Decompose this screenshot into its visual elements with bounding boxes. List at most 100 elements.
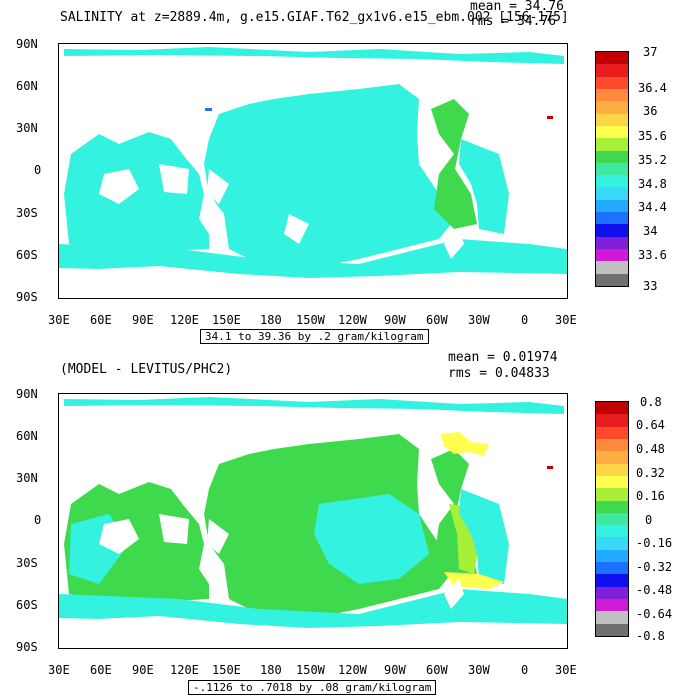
panel1-lon-4: 150E <box>212 313 241 327</box>
panel1-mean: mean = 34.76 <box>470 0 564 14</box>
colorbar-swatch <box>596 236 628 250</box>
panel1-lat-1: 60N <box>16 79 38 93</box>
colorbar-swatch <box>596 562 628 575</box>
colorbar-swatch <box>596 64 628 78</box>
panel1-lon-6: 150W <box>296 313 325 327</box>
panel2-lat-2: 30N <box>16 471 38 485</box>
colorbar-swatch <box>596 537 628 551</box>
panel2-lon-9: 60W <box>426 663 448 677</box>
labrador-pos <box>441 432 489 456</box>
pacific-ocean <box>204 84 459 269</box>
indian-ocean <box>64 132 209 254</box>
panel2-lon-0: 30E <box>48 663 70 677</box>
arctic-strip <box>64 47 564 64</box>
panel2-lon-8: 90W <box>384 663 406 677</box>
pacific-neg-diff <box>314 494 429 584</box>
panel1-lon-7: 120W <box>338 313 367 327</box>
panel2-cb-label-10: -0.8 <box>636 629 665 643</box>
panel1-lat-5: 60S <box>16 248 38 262</box>
colorbar-swatch <box>596 113 628 127</box>
colorbar-swatch <box>596 212 628 225</box>
colorbar-swatch <box>596 586 628 600</box>
panel1-lat-6: 90S <box>16 290 38 304</box>
panel1-cb-label-1: 36.4 <box>638 81 667 95</box>
panel1-lat-3: 0 <box>34 163 42 177</box>
colorbar-swatch <box>596 261 628 275</box>
panel2-lon-3: 120E <box>170 663 199 677</box>
colorbar-swatch <box>596 175 628 188</box>
panel1-cb-label-9: 33 <box>643 279 658 293</box>
panel2-cb-label-0: 0.8 <box>640 395 662 409</box>
colorbar-swatch <box>596 463 628 477</box>
panel2-cb-label-7: -0.32 <box>636 560 673 574</box>
colorbar-swatch <box>596 451 628 465</box>
panel1-map-svg <box>59 44 567 298</box>
colorbar-swatch <box>596 426 628 440</box>
colorbar-swatch <box>596 611 628 625</box>
southern-ocean <box>59 239 567 278</box>
colorbar-swatch <box>596 125 628 139</box>
panel1-cb-label-5: 34.8 <box>638 177 667 191</box>
panel2-lon-10: 30W <box>468 663 490 677</box>
colorbar-swatch <box>596 475 628 489</box>
panel1-cb-label-3: 35.6 <box>638 129 667 143</box>
colorbar-swatch <box>596 549 628 563</box>
panel1-cb-label-2: 36 <box>643 104 658 118</box>
panel1-map <box>58 43 568 299</box>
panel2-lon-1: 60E <box>90 663 112 677</box>
colorbar-swatch <box>596 414 628 428</box>
panel1-lat-4: 30S <box>16 206 38 220</box>
colorbar-swatch <box>596 438 628 452</box>
panel1-range-label: 34.1 to 39.36 by .2 gram/kilogram <box>200 329 429 344</box>
panel1-lon-8: 90W <box>384 313 406 327</box>
panel2-range-label: -.1126 to .7018 by .08 gram/kilogram <box>188 680 437 695</box>
arctic-diff <box>64 397 564 414</box>
panel2-rms: rms = 0.04833 <box>448 366 550 381</box>
panel2-lon-6: 150W <box>296 663 325 677</box>
panel1-lon-10: 30W <box>468 313 490 327</box>
panel2-lat-0: 90N <box>16 387 38 401</box>
panel2-lon-12: 30E <box>555 663 577 677</box>
atlantic-high <box>431 99 477 229</box>
panel1-title: SALINITY at z=2889.4m, g.e15.GIAF.T62_gx… <box>60 10 569 25</box>
panel2-lat-3: 0 <box>34 513 42 527</box>
colorbar-swatch <box>596 402 628 415</box>
colorbar-swatch <box>596 150 628 164</box>
panel2-lat-1: 60N <box>16 429 38 443</box>
colorbar-swatch <box>596 525 628 538</box>
panel2-lon-7: 120W <box>338 663 367 677</box>
colorbar-swatch <box>596 488 628 502</box>
colorbar-swatch <box>596 599 628 612</box>
colorbar-swatch <box>596 88 628 102</box>
colorbar-swatch <box>596 224 628 238</box>
colorbar-swatch <box>596 574 628 588</box>
panel1-lon-2: 90E <box>132 313 154 327</box>
panel2-lon-5: 180 <box>260 663 282 677</box>
panel1-lon-3: 120E <box>170 313 199 327</box>
colorbar-swatch <box>596 101 628 115</box>
colorbar-swatch <box>596 52 628 65</box>
colorbar-swatch <box>596 162 628 176</box>
panel2-lat-6: 90S <box>16 640 38 654</box>
colorbar-swatch <box>596 512 628 526</box>
panel1-lon-1: 60E <box>90 313 112 327</box>
panel1-rms: rms = 34.76 <box>470 14 557 29</box>
colorbar-swatch <box>596 199 628 213</box>
panel2-map-svg <box>59 394 567 648</box>
panel2-lat-4: 30S <box>16 556 38 570</box>
panel2-cb-label-4: 0.16 <box>636 489 665 503</box>
panel2-colorbar <box>595 401 629 637</box>
panel2-cb-label-3: 0.32 <box>636 466 665 480</box>
panel2-map <box>58 393 568 649</box>
colorbar-swatch <box>596 273 628 287</box>
panel1-lat-0: 90N <box>16 37 38 51</box>
panel2-cb-label-8: -0.48 <box>636 583 673 597</box>
panel1-lon-12: 30E <box>555 313 577 327</box>
colorbar-swatch <box>596 500 628 514</box>
southern-diff <box>59 589 567 628</box>
panel1-lon-0: 30E <box>48 313 70 327</box>
panel1-lon-9: 60W <box>426 313 448 327</box>
colorbar-swatch <box>596 623 628 637</box>
colorbar-swatch <box>596 76 628 90</box>
panel2-lon-2: 90E <box>132 663 154 677</box>
